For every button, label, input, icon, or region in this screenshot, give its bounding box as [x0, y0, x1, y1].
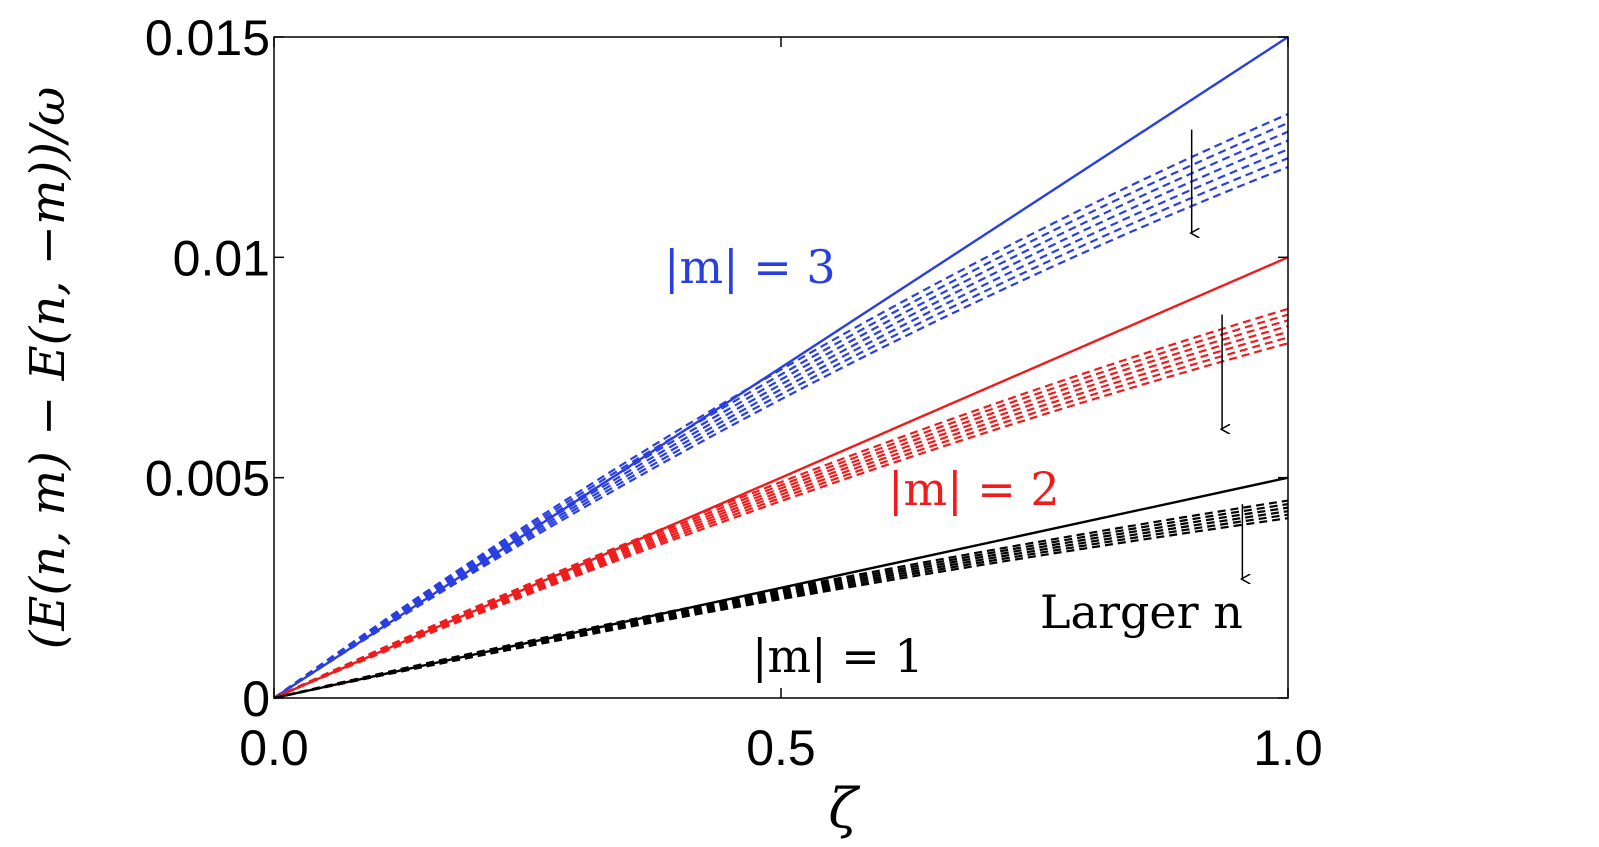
y-tick-label: 0: [242, 671, 270, 727]
x-tick-label: 0.0: [239, 720, 309, 776]
larger-n-label: Larger n: [1040, 585, 1243, 639]
series-m2-dashed-7: [273, 342, 1289, 700]
x-tick-label: 1.0: [1253, 720, 1323, 776]
y-axis-label: (E(n, m) − E(n, −m))/ω: [20, 87, 76, 650]
series-m3-dashed-1: [273, 113, 1289, 699]
x-tick-label: 0.5: [746, 720, 816, 776]
y-tick-label: 0.015: [145, 10, 270, 66]
y-tick-label: 0.005: [145, 451, 270, 507]
m2-label: |m| = 2: [888, 462, 1060, 516]
series-m1-dashed-6: [273, 517, 1289, 700]
arrow-layer: [1192, 129, 1243, 579]
series-m3-dashed-5: [273, 148, 1289, 699]
tick-layer: 0.0 0.5 1.0 0 0.005 0.01 0.015: [145, 10, 1323, 776]
series-m3-dashed-2: [273, 121, 1289, 699]
y-tick-label: 0.01: [173, 230, 270, 286]
series-m3-dashed-3: [273, 130, 1289, 699]
series-m3-dashed-7: [273, 165, 1289, 699]
x-axis-label: ζ: [828, 777, 860, 840]
m1-label: |m| = 1: [752, 629, 924, 683]
series-m3-dashed-6: [273, 157, 1289, 699]
m3-label: |m| = 3: [664, 240, 836, 294]
series-m3-dashed-4: [273, 139, 1289, 699]
series-layer: [273, 35, 1289, 700]
